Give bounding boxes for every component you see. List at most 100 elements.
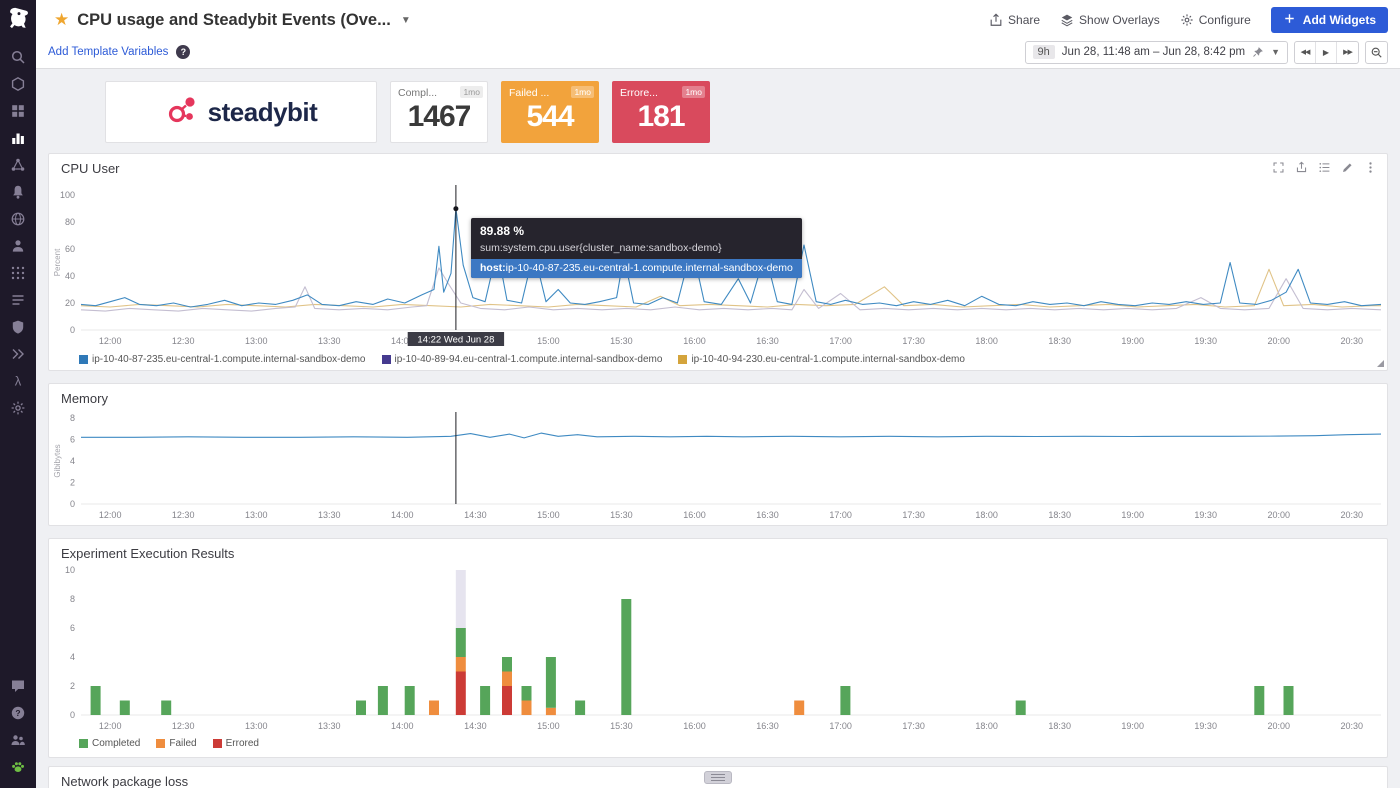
svg-text:λ: λ <box>15 373 22 388</box>
svg-text:19:00: 19:00 <box>1121 336 1144 346</box>
dashboards-icon[interactable] <box>0 124 36 151</box>
svg-text:0: 0 <box>70 710 75 720</box>
svg-text:16:00: 16:00 <box>683 721 706 731</box>
memory-widget: Memory 0 2 4 6 8 12:00 12:30 13:00 13:30 14:00 14:… <box>48 383 1388 526</box>
widget-drag-handle[interactable] <box>704 771 732 784</box>
title-dropdown-caret-icon[interactable]: ▼ <box>400 14 411 26</box>
feedback-icon[interactable] <box>0 672 36 699</box>
help-circle-icon[interactable]: ? <box>176 45 191 59</box>
svg-text:12:30: 12:30 <box>172 510 195 520</box>
expand-icon[interactable] <box>1272 161 1285 174</box>
sidebar-nav-top: λ <box>0 43 36 421</box>
skip-forward-button[interactable]: ▶▶ <box>1343 49 1353 56</box>
svg-text:16:00: 16:00 <box>683 510 706 520</box>
tooltip-host: host:ip-10-40-87-235.eu-central-1.comput… <box>471 259 802 278</box>
svg-text:14:22 Wed Jun 28: 14:22 Wed Jun 28 <box>417 335 494 346</box>
widget-toolbar <box>1272 161 1377 174</box>
settings-icon[interactable] <box>0 394 36 421</box>
logs-icon[interactable] <box>0 286 36 313</box>
search-icon[interactable] <box>0 43 36 70</box>
svg-text:14:30: 14:30 <box>464 721 487 731</box>
show-overlays-button[interactable]: Show Overlays <box>1060 13 1160 27</box>
experiment-results-chart[interactable]: 0 2 4 6 8 10 12:00 12:30 13:00 13:30 14:00 14:30 15:… <box>51 565 1387 740</box>
svg-text:?: ? <box>15 708 20 718</box>
timeframe-badge: 1mo <box>682 86 705 98</box>
timeframe-selector[interactable]: 9h Jun 28, 11:48 am – Jun 28, 8:42 pm ▼ <box>1024 40 1288 64</box>
rum-icon[interactable] <box>0 232 36 259</box>
serverless-icon[interactable]: λ <box>0 367 36 394</box>
org-users-icon[interactable] <box>0 726 36 753</box>
add-template-variables-link[interactable]: Add Template Variables <box>48 46 169 58</box>
timeframe-dropdown-caret-icon[interactable]: ▼ <box>1271 47 1280 57</box>
integrations-icon[interactable] <box>0 259 36 286</box>
svg-text:6: 6 <box>70 435 75 445</box>
dashboard-toolbar: Add Template Variables ? 9h Jun 28, 11:4… <box>36 40 1400 69</box>
add-widgets-button[interactable]: Add Widgets <box>1270 7 1388 33</box>
svg-text:12:00: 12:00 <box>99 336 122 346</box>
resize-handle[interactable] <box>1377 360 1384 367</box>
monitors-icon[interactable] <box>0 178 36 205</box>
host-map-icon[interactable] <box>0 97 36 124</box>
legend-item[interactable]: ip-10-40-89-94.eu-central-1.compute.inte… <box>381 354 662 365</box>
kebab-menu-icon[interactable] <box>1364 161 1377 174</box>
widget-title: Network package loss <box>61 774 189 788</box>
gear-icon <box>1180 13 1194 27</box>
ci-icon[interactable] <box>0 340 36 367</box>
legend-item[interactable]: Failed <box>156 738 197 749</box>
svg-text:17:00: 17:00 <box>829 510 852 520</box>
share-button[interactable]: Share <box>989 13 1040 27</box>
svg-text:100: 100 <box>60 190 75 200</box>
svg-text:18:30: 18:30 <box>1048 721 1071 731</box>
svg-text:10: 10 <box>65 565 75 575</box>
apm-icon[interactable] <box>0 151 36 178</box>
legend-item[interactable]: ip-10-40-94-230.eu-central-1.compute.int… <box>678 354 965 365</box>
cpu-user-widget: CPU User 0 20 40 60 80 100 12:00 12:30 13:00 13:3… <box>48 153 1388 371</box>
help-icon[interactable]: ? <box>0 699 36 726</box>
svg-text:13:30: 13:30 <box>318 510 341 520</box>
synthetics-icon[interactable] <box>0 205 36 232</box>
svg-text:20:00: 20:00 <box>1268 510 1291 520</box>
svg-text:17:30: 17:30 <box>902 336 925 346</box>
infrastructure-icon[interactable] <box>0 70 36 97</box>
legend-item[interactable]: ip-10-40-87-235.eu-central-1.compute.int… <box>79 354 366 365</box>
zoom-out-button[interactable] <box>1365 40 1388 64</box>
query-value-widget-failed[interactable]: Failed ... 1mo 544 <box>501 81 599 143</box>
query-value-widget-errored[interactable]: Errore... 1mo 181 <box>612 81 710 143</box>
svg-text:20:30: 20:30 <box>1341 721 1364 731</box>
svg-text:19:00: 19:00 <box>1121 721 1144 731</box>
svg-text:60: 60 <box>65 244 75 254</box>
pin-icon[interactable] <box>1252 46 1264 58</box>
svg-text:12:00: 12:00 <box>99 721 122 731</box>
datadog-logo-icon[interactable] <box>5 5 31 31</box>
svg-text:16:00: 16:00 <box>683 336 706 346</box>
legend-item[interactable]: Errored <box>212 738 259 749</box>
query-value-widget-completed[interactable]: Compl... 1mo 1467 <box>390 81 488 143</box>
security-icon[interactable] <box>0 313 36 340</box>
cpu-user-chart[interactable]: 0 20 40 60 80 100 12:00 12:30 13:00 13:30 14:0014:… <box>51 182 1387 357</box>
legend-item[interactable]: Completed <box>79 738 140 749</box>
svg-text:16:30: 16:30 <box>756 336 779 346</box>
configure-button[interactable]: Configure <box>1180 13 1251 27</box>
tooltip-host-key: host: <box>480 262 506 274</box>
favorite-star-icon[interactable]: ★ <box>54 10 70 29</box>
svg-text:15:30: 15:30 <box>610 510 633 520</box>
timeframe-range-text: Jun 28, 11:48 am – Jun 28, 8:42 pm <box>1061 46 1246 58</box>
bits-icon[interactable] <box>0 753 36 780</box>
steadybit-logo-widget[interactable]: steadybit <box>105 81 377 143</box>
experiment-results-widget: Experiment Execution Results 0 2 4 6 8 10 12:0… <box>48 538 1388 758</box>
export-icon[interactable] <box>1295 161 1308 174</box>
widget-title: Experiment Execution Results <box>61 546 235 561</box>
edit-icon[interactable] <box>1341 161 1354 174</box>
timeframe-badge: 1mo <box>571 86 594 98</box>
steadybit-logo-icon <box>165 95 199 130</box>
svg-text:18:30: 18:30 <box>1048 336 1071 346</box>
svg-text:15:30: 15:30 <box>610 336 633 346</box>
svg-text:80: 80 <box>65 217 75 227</box>
svg-text:0: 0 <box>70 499 75 509</box>
legend-toggle-icon[interactable] <box>1318 161 1331 174</box>
memory-chart[interactable]: 0 2 4 6 8 12:00 12:30 13:00 13:30 14:00 14:30 15:00… <box>51 412 1387 533</box>
svg-text:12:00: 12:00 <box>99 510 122 520</box>
skip-back-button[interactable]: ◀◀ <box>1295 41 1316 63</box>
play-button[interactable]: ▶ <box>1316 41 1337 63</box>
